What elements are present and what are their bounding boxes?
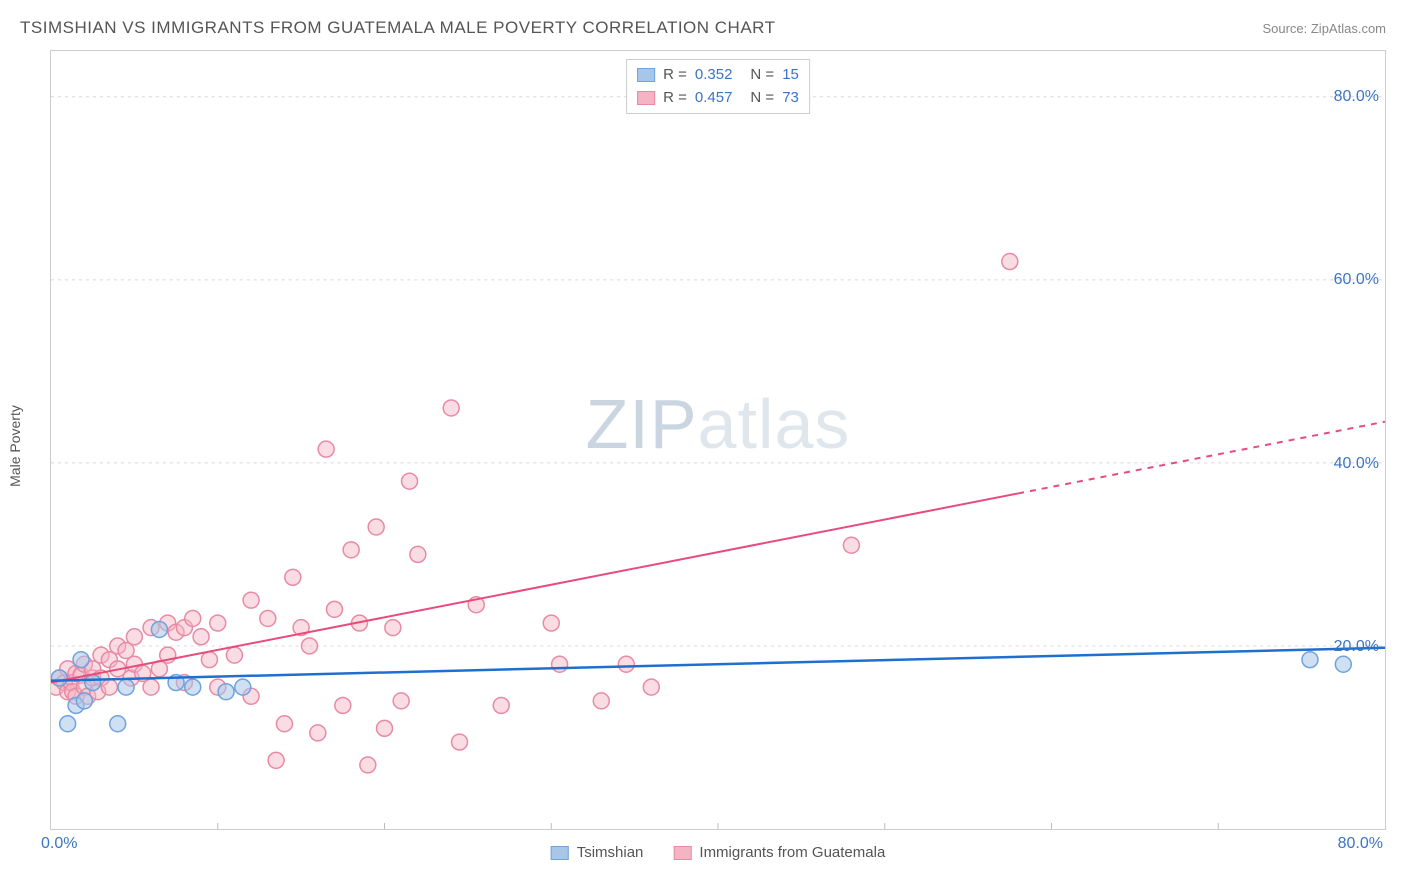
- swatch-tsimshian-b: [551, 846, 569, 860]
- legend-item-immigrants: Immigrants from Guatemala: [673, 844, 885, 861]
- scatter-chart-svg: [51, 51, 1385, 829]
- legend-row-immigrants: R = 0.457 N = 73: [637, 87, 799, 110]
- swatch-immigrants: [637, 91, 655, 105]
- legend-row-tsimshian: R = 0.352 N = 15: [637, 64, 799, 87]
- series-legend: Tsimshian Immigrants from Guatemala: [551, 844, 886, 861]
- x-axis-min-label: 0.0%: [41, 835, 77, 853]
- y-axis-label: Male Poverty: [7, 405, 23, 487]
- chart-source: Source: ZipAtlas.com: [1262, 21, 1386, 36]
- legend-item-tsimshian: Tsimshian: [551, 844, 644, 861]
- chart-title: TSIMSHIAN VS IMMIGRANTS FROM GUATEMALA M…: [20, 18, 776, 38]
- chart-header: TSIMSHIAN VS IMMIGRANTS FROM GUATEMALA M…: [20, 18, 1386, 38]
- plot-area: ZIPatlas R = 0.352 N = 15 R = 0.457 N = …: [50, 50, 1386, 830]
- correlation-legend: R = 0.352 N = 15 R = 0.457 N = 73: [626, 59, 810, 114]
- x-axis-max-label: 80.0%: [1338, 835, 1383, 853]
- swatch-immigrants-b: [673, 846, 691, 860]
- swatch-tsimshian: [637, 68, 655, 82]
